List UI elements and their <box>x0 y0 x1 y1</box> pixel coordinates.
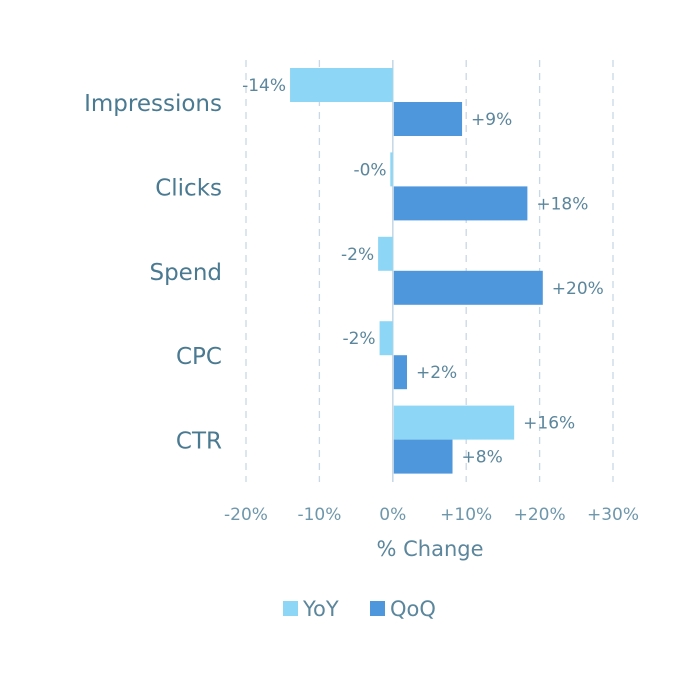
bar-qoq <box>393 270 543 305</box>
bar-yoy <box>390 152 393 187</box>
data-label: +8% <box>462 448 503 468</box>
category-label: CPC <box>176 344 222 370</box>
legend-swatch-yoy <box>283 601 298 616</box>
data-label: -0% <box>353 160 386 180</box>
x-tick-label: -20% <box>224 505 268 525</box>
bar-yoy <box>378 236 393 271</box>
data-label: +9% <box>471 110 512 130</box>
category-labels-group: Impressions Clicks Spend CPC CTR <box>84 91 222 455</box>
data-label: +20% <box>552 279 604 299</box>
bar-yoy <box>393 405 515 440</box>
category-label: Clicks <box>155 175 222 201</box>
x-axis-title: % Change <box>376 537 483 561</box>
data-label: -14% <box>242 76 286 96</box>
data-label: +16% <box>523 414 575 434</box>
data-label: -2% <box>341 245 374 265</box>
data-label: +18% <box>536 194 588 214</box>
bars-group <box>290 68 543 474</box>
x-tick-label: +10% <box>440 505 492 525</box>
bar-qoq <box>393 102 463 136</box>
bar-yoy <box>290 68 393 102</box>
x-tick-label: +30% <box>587 505 639 525</box>
category-label: CTR <box>176 429 222 455</box>
x-tick-label: +20% <box>514 505 566 525</box>
data-label: -2% <box>342 329 375 349</box>
x-tick-labels-group: -20% -10% 0% +10% +20% +30% <box>224 505 639 525</box>
x-tick-label: 0% <box>379 505 406 525</box>
bar-qoq <box>393 355 408 390</box>
x-tick-label: -10% <box>297 505 341 525</box>
legend: YoY QoQ <box>283 597 436 621</box>
data-labels-group: -14% +9% -0% +18% -2% +20% -2% +2% +16% +8% <box>242 76 604 468</box>
bar-yoy <box>379 321 393 356</box>
category-label: Impressions <box>84 91 222 117</box>
legend-label-yoy: YoY <box>302 597 339 621</box>
legend-swatch-qoq <box>370 601 385 616</box>
category-label: Spend <box>149 260 222 286</box>
legend-label-qoq: QoQ <box>390 597 436 621</box>
bar-qoq <box>393 186 528 221</box>
data-label: +2% <box>416 363 457 383</box>
bar-qoq <box>393 439 453 474</box>
